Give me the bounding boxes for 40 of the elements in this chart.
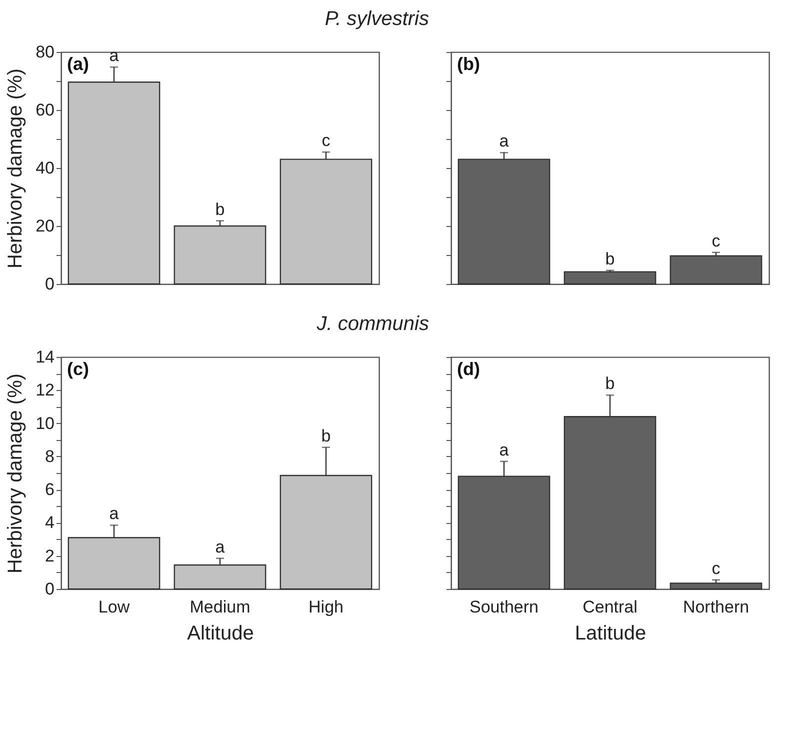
y-tick-label: 80 <box>36 42 54 62</box>
annotation: (b) <box>457 54 480 74</box>
y-tick-label: 60 <box>36 100 54 120</box>
annotation: b <box>605 374 615 394</box>
annotation: c <box>712 558 721 578</box>
y-tick-label: 0 <box>45 274 54 294</box>
annotation: c <box>322 131 331 150</box>
y-tick-label: 40 <box>36 158 54 178</box>
annotation: (a) <box>67 54 90 74</box>
x-axis-title: Latitude <box>574 622 646 644</box>
x-tick-label: Central <box>582 598 638 616</box>
annotation: c <box>712 231 721 250</box>
annotation: b <box>215 200 225 219</box>
y-tick-label: 6 <box>45 480 54 500</box>
annotation: a <box>499 440 510 460</box>
y-tick-label: 10 <box>36 414 54 433</box>
y-tick-label: 2 <box>45 546 54 566</box>
y-tick-label: 12 <box>36 380 54 400</box>
x-tick-label: Northern <box>682 598 750 616</box>
x-tick-label: Low <box>98 598 130 616</box>
annotation: b <box>321 426 331 446</box>
annotation: a <box>499 132 510 151</box>
chart-title: P. sylvestris <box>324 8 429 30</box>
y-tick-label: 20 <box>36 216 54 236</box>
annotation: (c) <box>67 359 90 379</box>
chart-title: J. communis <box>316 313 429 335</box>
annotation: a <box>215 537 226 556</box>
y-tick-label: 0 <box>45 580 54 598</box>
annotation: a <box>109 504 120 524</box>
y-tick-label: 4 <box>45 513 54 532</box>
y-axis-title: Herbivory damage (%) <box>4 68 27 269</box>
x-axis-title: Altitude <box>187 622 254 644</box>
y-tick-label: 14 <box>36 348 54 366</box>
x-tick-label: Medium <box>190 598 250 616</box>
annotation: b <box>605 249 615 268</box>
y-tick-label: 8 <box>45 446 54 466</box>
x-tick-label: High <box>308 598 344 616</box>
x-tick-label: Southern <box>470 598 538 616</box>
y-axis-title: Herbivory damage (%) <box>4 373 27 574</box>
annotation: (d) <box>457 359 480 379</box>
